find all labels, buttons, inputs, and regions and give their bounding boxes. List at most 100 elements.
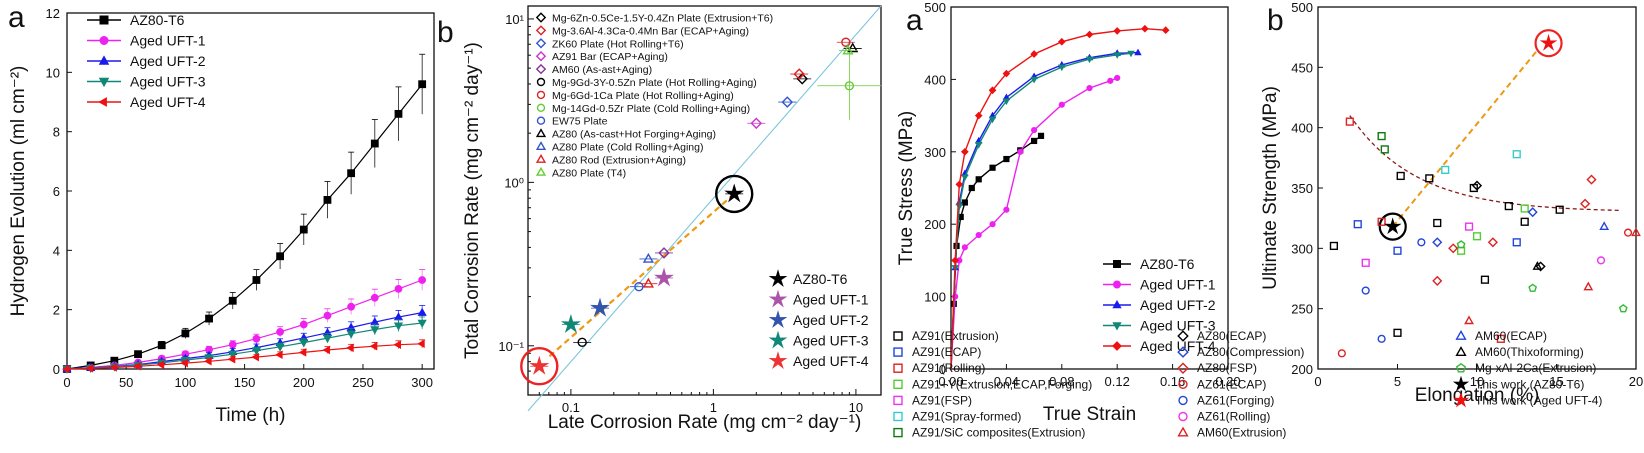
p1-data-point	[252, 276, 261, 284]
p4-legend-marker	[893, 411, 903, 422]
p4-legend-marker	[893, 427, 903, 438]
p2-legend-label: AZ80 Plate (Cold Rolling+Aging)	[552, 142, 703, 154]
p1-data-point	[417, 319, 427, 328]
p3-data-point	[968, 184, 975, 192]
p4-legend-label: AZ91/SiC composites(Extrusion)	[912, 426, 1085, 440]
p2-data-point	[590, 297, 610, 317]
p3-legend-label: Aged UFT-1	[1140, 277, 1216, 293]
p2-data-point	[642, 277, 654, 288]
p4-data-point	[1456, 240, 1466, 249]
p4-data-point	[1472, 232, 1482, 241]
p2-data-point	[841, 37, 851, 47]
p2-data-point	[847, 42, 859, 53]
p4-data-point	[1329, 241, 1339, 251]
p4-data-point	[1586, 174, 1597, 185]
p1-data-point	[203, 357, 212, 366]
p1-series-line	[66, 322, 423, 370]
p3-legend-label: AZ80-T6	[1140, 256, 1195, 272]
p1-y-tick-label: 4	[53, 243, 60, 258]
p4-legend-marker	[1177, 330, 1189, 342]
p1-data-point	[61, 364, 70, 374]
p4-data-point	[1393, 246, 1402, 255]
p4-data-point	[1618, 304, 1628, 313]
p4-highlight-ring	[1378, 212, 1407, 241]
p1-data-point	[393, 322, 404, 331]
p4-trend-curve	[1349, 115, 1621, 212]
chart-strength-elongation: 0 5 10 15 20 200 250 300 350 400 450 500 Elongation …	[893, 0, 1643, 440]
p2-data-point	[844, 81, 855, 91]
p4-data-point	[1480, 275, 1490, 284]
p4-data-point	[1432, 275, 1443, 286]
p4-x-tick-label: 15	[1549, 374, 1563, 389]
p2-data-point	[842, 44, 854, 55]
p1-legend-marker	[98, 97, 107, 107]
p2-legend-label: Aged UFT-2	[793, 312, 869, 328]
p2-legend-marker	[535, 128, 547, 138]
p4-data-point	[1377, 217, 1386, 226]
p3-data-point	[974, 142, 983, 149]
p4-legend-marker	[893, 379, 903, 389]
p3-x-tick-label: 0.16	[1160, 374, 1185, 389]
p1-data-point	[322, 345, 330, 355]
p4-data-point	[1417, 238, 1426, 247]
p3-data-point	[1085, 30, 1094, 39]
p4-legend-label: This work (Aged UFT-4)	[1475, 393, 1602, 407]
p1-data-point	[299, 225, 308, 234]
p3-legend-marker	[1113, 280, 1121, 289]
p3-series-line	[950, 51, 1139, 370]
p4-legend-label: AZ91(Extrusion)	[912, 329, 999, 343]
p2-legend-marker	[535, 51, 547, 62]
p3-data-point	[1114, 74, 1121, 82]
p2-data-point	[793, 68, 805, 80]
p1-y-axis-label: Hydrogen Evolution (ml cm⁻²)	[8, 66, 29, 317]
p4-legend-label: AZ61(ECAP)	[1197, 377, 1266, 391]
p4-y-tick-label: 300	[1291, 241, 1313, 256]
p1-data-point	[275, 343, 285, 352]
p1-data-point	[323, 196, 332, 204]
p1-legend-marker	[98, 55, 110, 65]
p4-data-point	[1539, 33, 1558, 51]
p2-legend-marker	[535, 141, 547, 151]
p2-legend-marker	[536, 90, 546, 100]
p4-data-point	[1487, 237, 1498, 248]
chart-corrosion-rate: 0.1 1 10 10⁻¹ 10⁰ 10¹ Late Corrosion Rate (mg …	[462, 5, 882, 433]
panel-letter-a2: a	[906, 4, 923, 37]
p4-legend-label: AZ91(FSP)	[912, 393, 972, 407]
p4-data-point	[1527, 207, 1538, 218]
p4-data-point	[1377, 334, 1386, 343]
p1-data-point	[417, 339, 425, 349]
p3-data-point	[961, 199, 968, 206]
p2-legend-label: Aged UFT-1	[793, 292, 869, 308]
p3-data-point	[975, 231, 982, 239]
p1-x-axis-label: Time (h)	[215, 405, 285, 426]
p4-y-axis-label: Ultimate Strength (MPa)	[1260, 86, 1281, 290]
p4-x-tick-label: 10	[1470, 374, 1484, 389]
p1-legend-label: Aged UFT-4	[130, 94, 206, 110]
p3-data-point	[1030, 76, 1038, 84]
p2-highlight-ring	[715, 174, 754, 214]
p2-legend-label: Aged UFT-4	[793, 353, 869, 369]
p4-data-point	[1383, 217, 1402, 235]
p1-data-point	[418, 276, 427, 284]
p1-data-point	[418, 80, 427, 89]
p4-legend-label: This work (AZ80-T6)	[1475, 377, 1584, 391]
p4-y-tick-label: 500	[1291, 0, 1313, 15]
p3-y-axis-label: True Stress (MPa)	[896, 111, 917, 266]
p4-data-point	[1504, 201, 1513, 211]
p1-y-tick-label: 0	[53, 362, 60, 377]
p3-data-point	[989, 164, 996, 171]
p4-data-point	[1496, 334, 1505, 343]
p4-legend-marker	[893, 347, 903, 357]
p3-data-point	[988, 86, 997, 95]
panel-letter-b2: b	[1267, 4, 1284, 37]
p3-x-tick-label: 0.20	[1215, 374, 1240, 389]
p3-x-axis-label: True Strain	[1043, 404, 1136, 425]
p2-data-point	[634, 281, 644, 292]
p3-data-point	[1058, 64, 1066, 72]
p4-data-point	[1528, 283, 1538, 292]
p3-y-tick-label: 200	[924, 217, 946, 232]
p2-legend-label: Mg-3.6Al-4.3Ca-0.4Mn Bar (ECAP+Aging)	[552, 25, 749, 37]
p2-data-point	[654, 267, 674, 287]
p3-legend-marker	[1113, 260, 1121, 268]
p1-data-point	[347, 169, 356, 178]
